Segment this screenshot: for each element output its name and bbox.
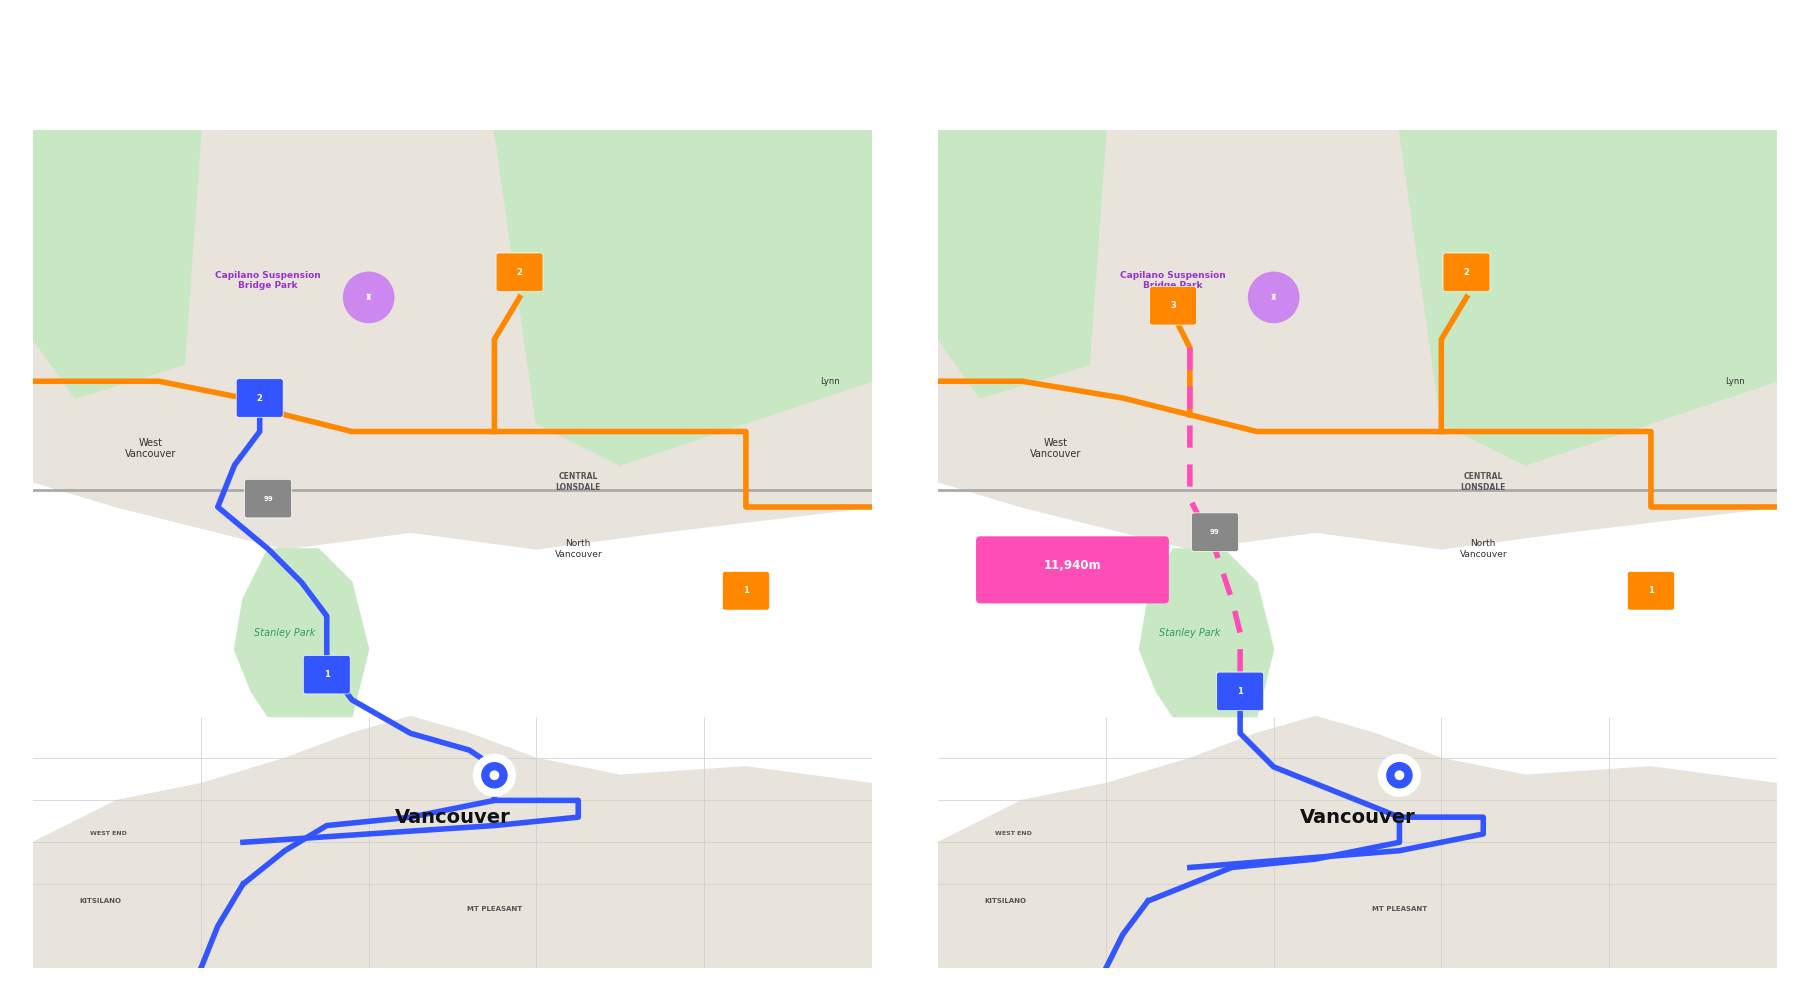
Text: MT PLEASANT: MT PLEASANT <box>1372 906 1426 912</box>
Text: Vancouver: Vancouver <box>1300 807 1415 826</box>
Text: WEST END: WEST END <box>996 831 1032 836</box>
Text: Stanley Park: Stanley Park <box>253 628 315 638</box>
FancyBboxPatch shape <box>496 252 543 291</box>
Text: Stanley Park: Stanley Park <box>1158 628 1220 638</box>
Circle shape <box>1249 272 1300 322</box>
Text: ♜: ♜ <box>1271 292 1278 302</box>
Text: Capilano Suspension
Bridge Park: Capilano Suspension Bridge Park <box>215 270 320 290</box>
Text: 1: 1 <box>1238 687 1243 696</box>
Text: WEST END: WEST END <box>90 831 127 836</box>
Circle shape <box>481 762 507 787</box>
Text: West
Vancouver: West Vancouver <box>1030 437 1081 459</box>
Circle shape <box>474 754 516 796</box>
Circle shape <box>1396 771 1403 779</box>
Text: 99: 99 <box>1211 529 1220 535</box>
FancyBboxPatch shape <box>244 479 291 518</box>
Circle shape <box>344 272 395 322</box>
Text: 99: 99 <box>262 496 273 502</box>
Circle shape <box>1386 762 1412 787</box>
FancyBboxPatch shape <box>1627 572 1674 610</box>
Text: CENTRAL
LONSDALE: CENTRAL LONSDALE <box>1461 472 1506 492</box>
FancyBboxPatch shape <box>237 378 282 417</box>
FancyBboxPatch shape <box>1149 286 1196 325</box>
FancyBboxPatch shape <box>1216 672 1263 711</box>
Polygon shape <box>938 130 1777 549</box>
Text: Vancouver: Vancouver <box>395 807 510 826</box>
Polygon shape <box>938 717 1777 968</box>
Text: 11,940m: 11,940m <box>1044 559 1100 572</box>
Text: Balanced: 65,989m: Balanced: 65,989m <box>288 65 617 95</box>
Text: Lynn: Lynn <box>1725 376 1745 386</box>
FancyBboxPatch shape <box>1191 513 1238 552</box>
FancyBboxPatch shape <box>1443 252 1490 291</box>
Text: North
Vancouver: North Vancouver <box>1459 539 1508 559</box>
Polygon shape <box>494 130 872 465</box>
Text: 2: 2 <box>1464 267 1470 276</box>
Text: Capilano Suspension
Bridge Park: Capilano Suspension Bridge Park <box>1120 270 1225 290</box>
Polygon shape <box>1140 549 1274 717</box>
Text: 1: 1 <box>324 670 329 680</box>
Text: 3: 3 <box>1171 301 1176 310</box>
Text: 2: 2 <box>257 393 262 402</box>
Polygon shape <box>938 130 1106 398</box>
Text: KITSILANO: KITSILANO <box>985 898 1026 904</box>
FancyBboxPatch shape <box>722 572 769 610</box>
Circle shape <box>491 771 498 779</box>
Text: CENTRAL
LONSDALE: CENTRAL LONSDALE <box>556 472 601 492</box>
Text: 2: 2 <box>516 267 523 276</box>
FancyBboxPatch shape <box>976 536 1169 604</box>
Polygon shape <box>33 130 872 549</box>
Text: 1: 1 <box>742 586 749 596</box>
Polygon shape <box>235 549 369 717</box>
Polygon shape <box>33 130 201 398</box>
Polygon shape <box>33 717 872 968</box>
Text: MT PLEASANT: MT PLEASANT <box>467 906 521 912</box>
Polygon shape <box>1399 130 1777 465</box>
Circle shape <box>1379 754 1421 796</box>
Text: Unbalanced: 54,049m: Unbalanced: 54,049m <box>1171 65 1544 95</box>
Text: KITSILANO: KITSILANO <box>80 898 121 904</box>
Text: 1: 1 <box>1647 586 1654 596</box>
Text: North
Vancouver: North Vancouver <box>554 539 603 559</box>
Text: ♜: ♜ <box>366 292 373 302</box>
FancyBboxPatch shape <box>304 656 349 694</box>
Text: West
Vancouver: West Vancouver <box>125 437 176 459</box>
Text: Lynn: Lynn <box>820 376 840 386</box>
